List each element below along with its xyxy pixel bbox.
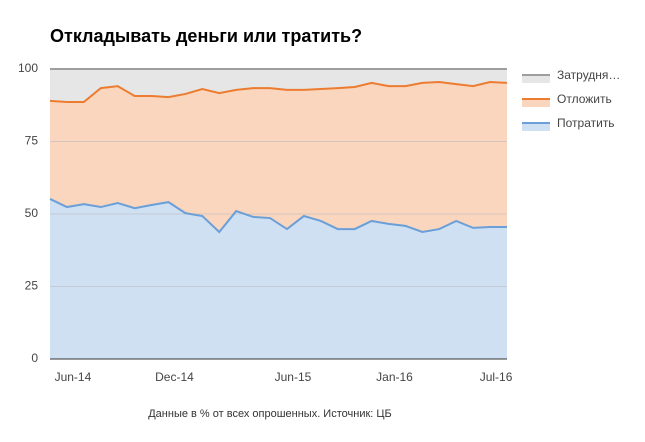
legend-swatch [522, 75, 550, 83]
legend-label: Потратить [557, 116, 615, 130]
legend-swatch [522, 123, 550, 131]
x-tick-label: Jun-15 [275, 370, 312, 384]
y-tick-label: 25 [25, 279, 39, 293]
area [50, 198, 507, 359]
x-tick-label: Jun-14 [55, 370, 92, 384]
y-tick-label: 50 [25, 206, 39, 220]
line [49, 81, 508, 104]
area [50, 69, 507, 103]
legend-label: Отложить [557, 92, 612, 106]
chart-note: Данные в % от всех опрошенных. Источник:… [148, 408, 392, 420]
line [49, 198, 507, 234]
x-tick-label: Dec-14 [155, 370, 194, 384]
y-tick-label: 100 [18, 61, 38, 75]
x-tick-label: Jan-16 [376, 370, 413, 384]
x-tick-label: Jul-16 [480, 370, 513, 384]
area [50, 82, 507, 232]
y-tick-label: 75 [25, 134, 39, 148]
y-tick-label: 0 [31, 351, 38, 365]
legend-swatch [522, 99, 550, 107]
chart-title: Откладывать деньги или тратить? [50, 26, 362, 46]
legend-label: Затрудня… [557, 68, 620, 82]
